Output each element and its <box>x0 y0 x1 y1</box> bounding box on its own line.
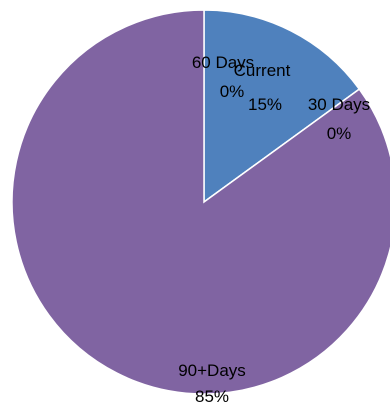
label-current-name: Current <box>234 61 291 80</box>
label-90-days-percent: 85% <box>195 387 229 406</box>
label-30-days-percent: 0% <box>327 124 352 143</box>
label-30-days-name: 30 Days <box>308 95 370 114</box>
label-current-percent: 15% <box>248 95 282 114</box>
pie-slice-current <box>203 9 361 204</box>
label-90-days-name: 90+Days <box>178 361 246 380</box>
label-60-days-percent: 0% <box>220 82 245 101</box>
pie-slices <box>11 9 390 395</box>
pie-slice-90-days <box>11 9 390 395</box>
pie-data-labels: 60 Days 0% Current 15% 30 Days 0% 90+Day… <box>178 53 370 406</box>
label-60-days-name: 60 Days <box>192 53 254 72</box>
